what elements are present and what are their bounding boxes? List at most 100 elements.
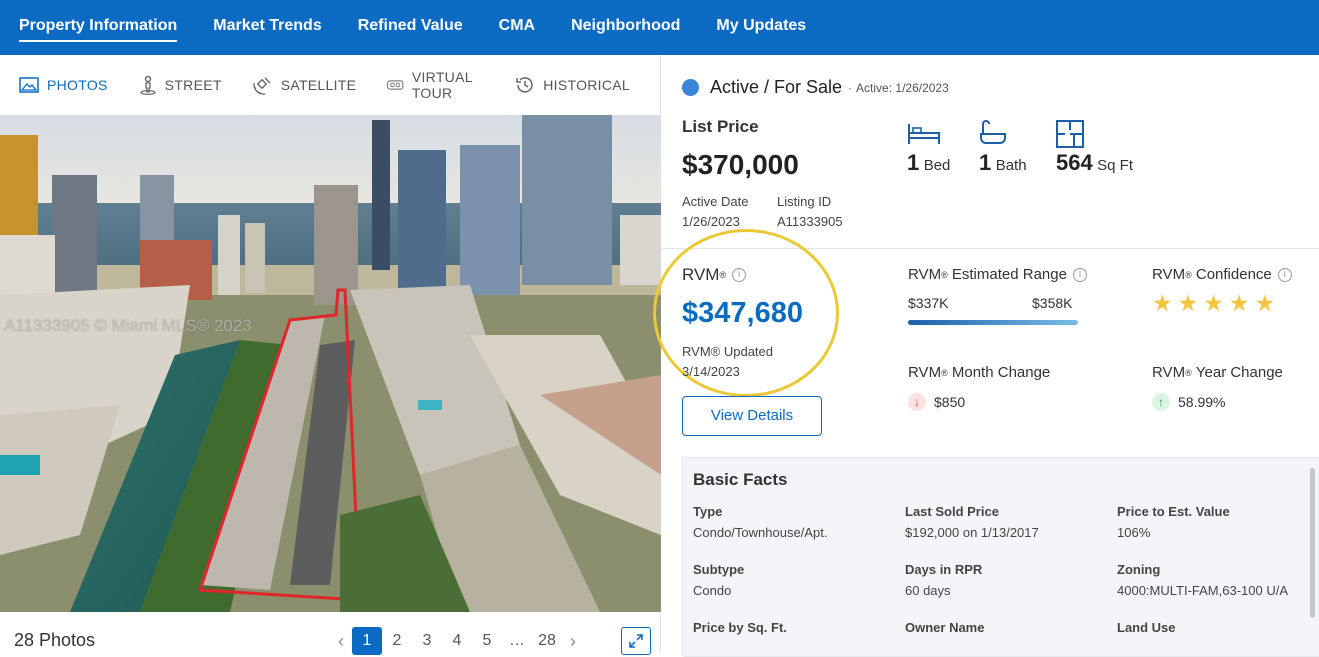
year-change-value: 58.99% xyxy=(1178,394,1226,410)
confidence-info-icon[interactable]: i xyxy=(1277,267,1292,282)
rvm-info-icon[interactable]: i xyxy=(732,268,747,282)
tab-neighborhood[interactable]: Neighborhood xyxy=(571,17,681,34)
fact-days-in-rpr: Days in RPR 60 days xyxy=(905,562,1115,598)
floorplan-icon xyxy=(1056,120,1084,148)
status-dot-icon xyxy=(682,79,699,96)
top-navigation: Property Information Market Trends Refin… xyxy=(0,0,1319,55)
rvm-value: $347,680 xyxy=(682,297,803,329)
fact-value: 106% xyxy=(1117,525,1151,540)
photos-count: 28 Photos xyxy=(14,630,96,650)
listing-id-label: Listing ID xyxy=(777,194,832,209)
media-tab-label: HISTORICAL xyxy=(543,77,630,93)
arrow-down-icon: ↓ xyxy=(908,393,926,411)
fact-label: Price by Sq. Ft. xyxy=(693,620,787,635)
fact-subtype: Subtype Condo xyxy=(693,562,903,598)
expand-icon xyxy=(629,634,643,648)
photo-watermark: A11333905 © Miami MLS® 2023 xyxy=(4,316,252,335)
page-ellipsis: … xyxy=(509,632,525,649)
month-change-label: Month Change xyxy=(951,364,1051,381)
media-tab-virtual-tour[interactable]: VIRTUAL TOUR xyxy=(387,69,484,101)
tab-refined-value[interactable]: Refined Value xyxy=(357,17,463,34)
page-5-button[interactable]: 5 xyxy=(482,632,492,649)
rvm-estimated-range-title: RVM ® Estimated Range i xyxy=(908,266,1087,283)
star-icon: ★ xyxy=(1203,290,1224,316)
photo-icon xyxy=(19,77,39,93)
property-photo[interactable]: A11333905 © Miami MLS® 2023 xyxy=(0,115,661,612)
fact-label: Price to Est. Value xyxy=(1117,504,1230,519)
aerial-photo xyxy=(0,115,661,612)
property-details-panel: Active / For Sale · Active: 1/26/2023 Li… xyxy=(653,55,1319,657)
bath-icon xyxy=(980,120,1006,144)
previous-page-icon[interactable]: ‹ xyxy=(338,631,344,651)
facts-scrollbar[interactable] xyxy=(1310,468,1315,618)
star-icon: ★ xyxy=(1152,290,1173,316)
photo-pagination: ‹ 1 2 3 4 5 … 28 › xyxy=(330,627,584,655)
confidence-stars: ★ ★ ★ ★ ★ xyxy=(1152,291,1280,315)
view-details-button[interactable]: View Details xyxy=(682,396,822,436)
sqft-feature: 564 Sq Ft xyxy=(1056,120,1133,176)
fact-label: Subtype xyxy=(693,562,745,577)
virtual-tour-icon xyxy=(387,80,404,90)
tab-market-trends[interactable]: Market Trends xyxy=(213,17,322,34)
rvm-year-change-title: RVM ® Year Change xyxy=(1152,364,1283,381)
media-view-tabs: PHOTOS STREET SATELLITE VIRTUAL TOUR HIS… xyxy=(0,55,661,115)
active-date-value: 1/26/2023 xyxy=(682,214,740,229)
fact-last-sold-price: Last Sold Price $192,000 on 1/13/2017 xyxy=(905,504,1115,540)
fact-value: Condo/Townhouse/Apt. xyxy=(693,525,828,540)
fact-label: Land Use xyxy=(1117,620,1176,635)
star-icon: ★ xyxy=(1228,290,1250,316)
street-icon xyxy=(140,75,156,95)
arrow-up-icon: ↑ xyxy=(1152,393,1170,411)
media-tab-photos[interactable]: PHOTOS xyxy=(19,77,108,93)
range-bar xyxy=(908,320,1078,325)
list-price-label: List Price xyxy=(682,117,759,136)
media-tab-label: SATELLITE xyxy=(280,77,357,93)
next-page-icon[interactable]: › xyxy=(570,631,576,651)
media-tab-street[interactable]: STREET xyxy=(139,75,222,95)
satellite-icon xyxy=(253,77,271,95)
page-1-button[interactable]: 1 xyxy=(352,627,382,655)
media-tab-historical[interactable]: HISTORICAL xyxy=(515,75,630,95)
range-info-icon[interactable]: i xyxy=(1072,267,1087,282)
tab-cma[interactable]: CMA xyxy=(498,17,536,34)
fact-label: Days in RPR xyxy=(905,562,983,577)
fact-value: Condo xyxy=(693,583,732,598)
rvm-updated: RVM® Updated 3/14/2023 xyxy=(682,342,773,382)
fact-label: Last Sold Price xyxy=(905,504,999,519)
page-28-button[interactable]: 28 xyxy=(538,632,556,649)
media-tab-satellite[interactable]: SATELLITE xyxy=(253,75,357,95)
beds-unit: Bed xyxy=(923,157,951,174)
fact-price-to-est-value: Price to Est. Value 106% xyxy=(1117,504,1319,540)
tab-property-information[interactable]: Property Information xyxy=(19,17,178,42)
bed-icon xyxy=(908,124,940,144)
rvm-month-change-title: RVM ® Month Change xyxy=(908,364,1051,381)
page-2-button[interactable]: 2 xyxy=(392,632,402,649)
rvm-confidence-title: RVM ® Confidence i xyxy=(1152,266,1292,283)
list-price-value: $370,000 xyxy=(682,149,799,180)
historical-icon xyxy=(516,77,533,93)
range-low: $337K xyxy=(908,295,949,311)
listing-id-value: A11333905 xyxy=(777,214,843,229)
highlight-circle xyxy=(653,229,839,397)
sqft-count: 564 xyxy=(1056,150,1093,175)
basic-facts-card: Basic Facts Type Condo/Townhouse/Apt. La… xyxy=(682,457,1319,657)
page-3-button[interactable]: 3 xyxy=(422,632,432,649)
fact-label: Owner Name xyxy=(905,620,985,635)
page-4-button[interactable]: 4 xyxy=(452,632,462,649)
rvm-updated-date: 3/14/2023 xyxy=(682,364,740,379)
media-tab-label: PHOTOS xyxy=(47,77,108,93)
month-change-value: $850 xyxy=(934,394,966,410)
fact-price-by-sqft: Price by Sq. Ft. xyxy=(693,620,903,635)
year-change-label: Year Change xyxy=(1195,364,1283,381)
status-active-date: Active: 1/26/2023 xyxy=(856,80,949,95)
fullscreen-button[interactable] xyxy=(621,627,651,655)
baths-unit: Bath xyxy=(995,157,1027,174)
fact-land-use: Land Use xyxy=(1117,620,1319,635)
fact-zoning: Zoning 4000:MULTI-FAM,63-100 U/A xyxy=(1117,562,1319,598)
tab-my-updates[interactable]: My Updates xyxy=(716,17,807,34)
fact-value: 4000:MULTI-FAM,63-100 U/A xyxy=(1117,583,1288,598)
fact-owner-name: Owner Name xyxy=(905,620,1115,635)
confidence-label: Confidence xyxy=(1195,266,1272,283)
rvm-label-text: RVM xyxy=(682,265,720,284)
estimated-range-label: Estimated Range xyxy=(951,266,1067,283)
